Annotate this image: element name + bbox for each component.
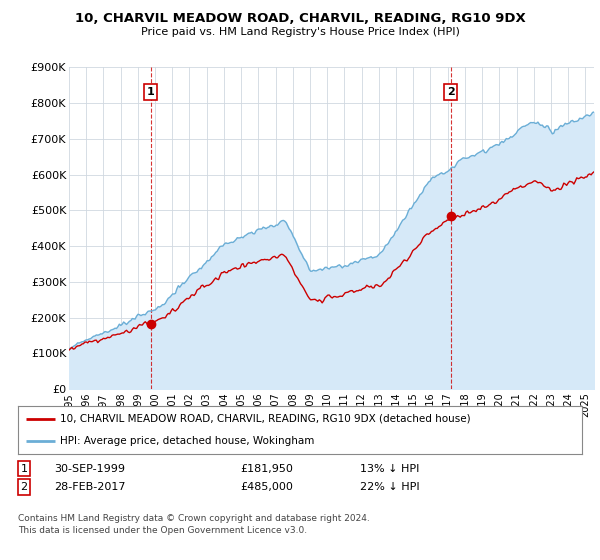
Text: £485,000: £485,000: [240, 482, 293, 492]
Text: 1: 1: [147, 87, 155, 97]
Text: 13% ↓ HPI: 13% ↓ HPI: [360, 464, 419, 474]
Text: Contains HM Land Registry data © Crown copyright and database right 2024.
This d: Contains HM Land Registry data © Crown c…: [18, 514, 370, 535]
Text: 10, CHARVIL MEADOW ROAD, CHARVIL, READING, RG10 9DX: 10, CHARVIL MEADOW ROAD, CHARVIL, READIN…: [74, 12, 526, 25]
Text: 28-FEB-2017: 28-FEB-2017: [54, 482, 125, 492]
Text: £181,950: £181,950: [240, 464, 293, 474]
Text: 22% ↓ HPI: 22% ↓ HPI: [360, 482, 419, 492]
Text: 2: 2: [447, 87, 454, 97]
Text: 10, CHARVIL MEADOW ROAD, CHARVIL, READING, RG10 9DX (detached house): 10, CHARVIL MEADOW ROAD, CHARVIL, READIN…: [60, 414, 471, 424]
Text: 30-SEP-1999: 30-SEP-1999: [54, 464, 125, 474]
Text: Price paid vs. HM Land Registry's House Price Index (HPI): Price paid vs. HM Land Registry's House …: [140, 27, 460, 37]
Text: 1: 1: [20, 464, 28, 474]
Text: 2: 2: [20, 482, 28, 492]
Text: HPI: Average price, detached house, Wokingham: HPI: Average price, detached house, Woki…: [60, 436, 314, 446]
